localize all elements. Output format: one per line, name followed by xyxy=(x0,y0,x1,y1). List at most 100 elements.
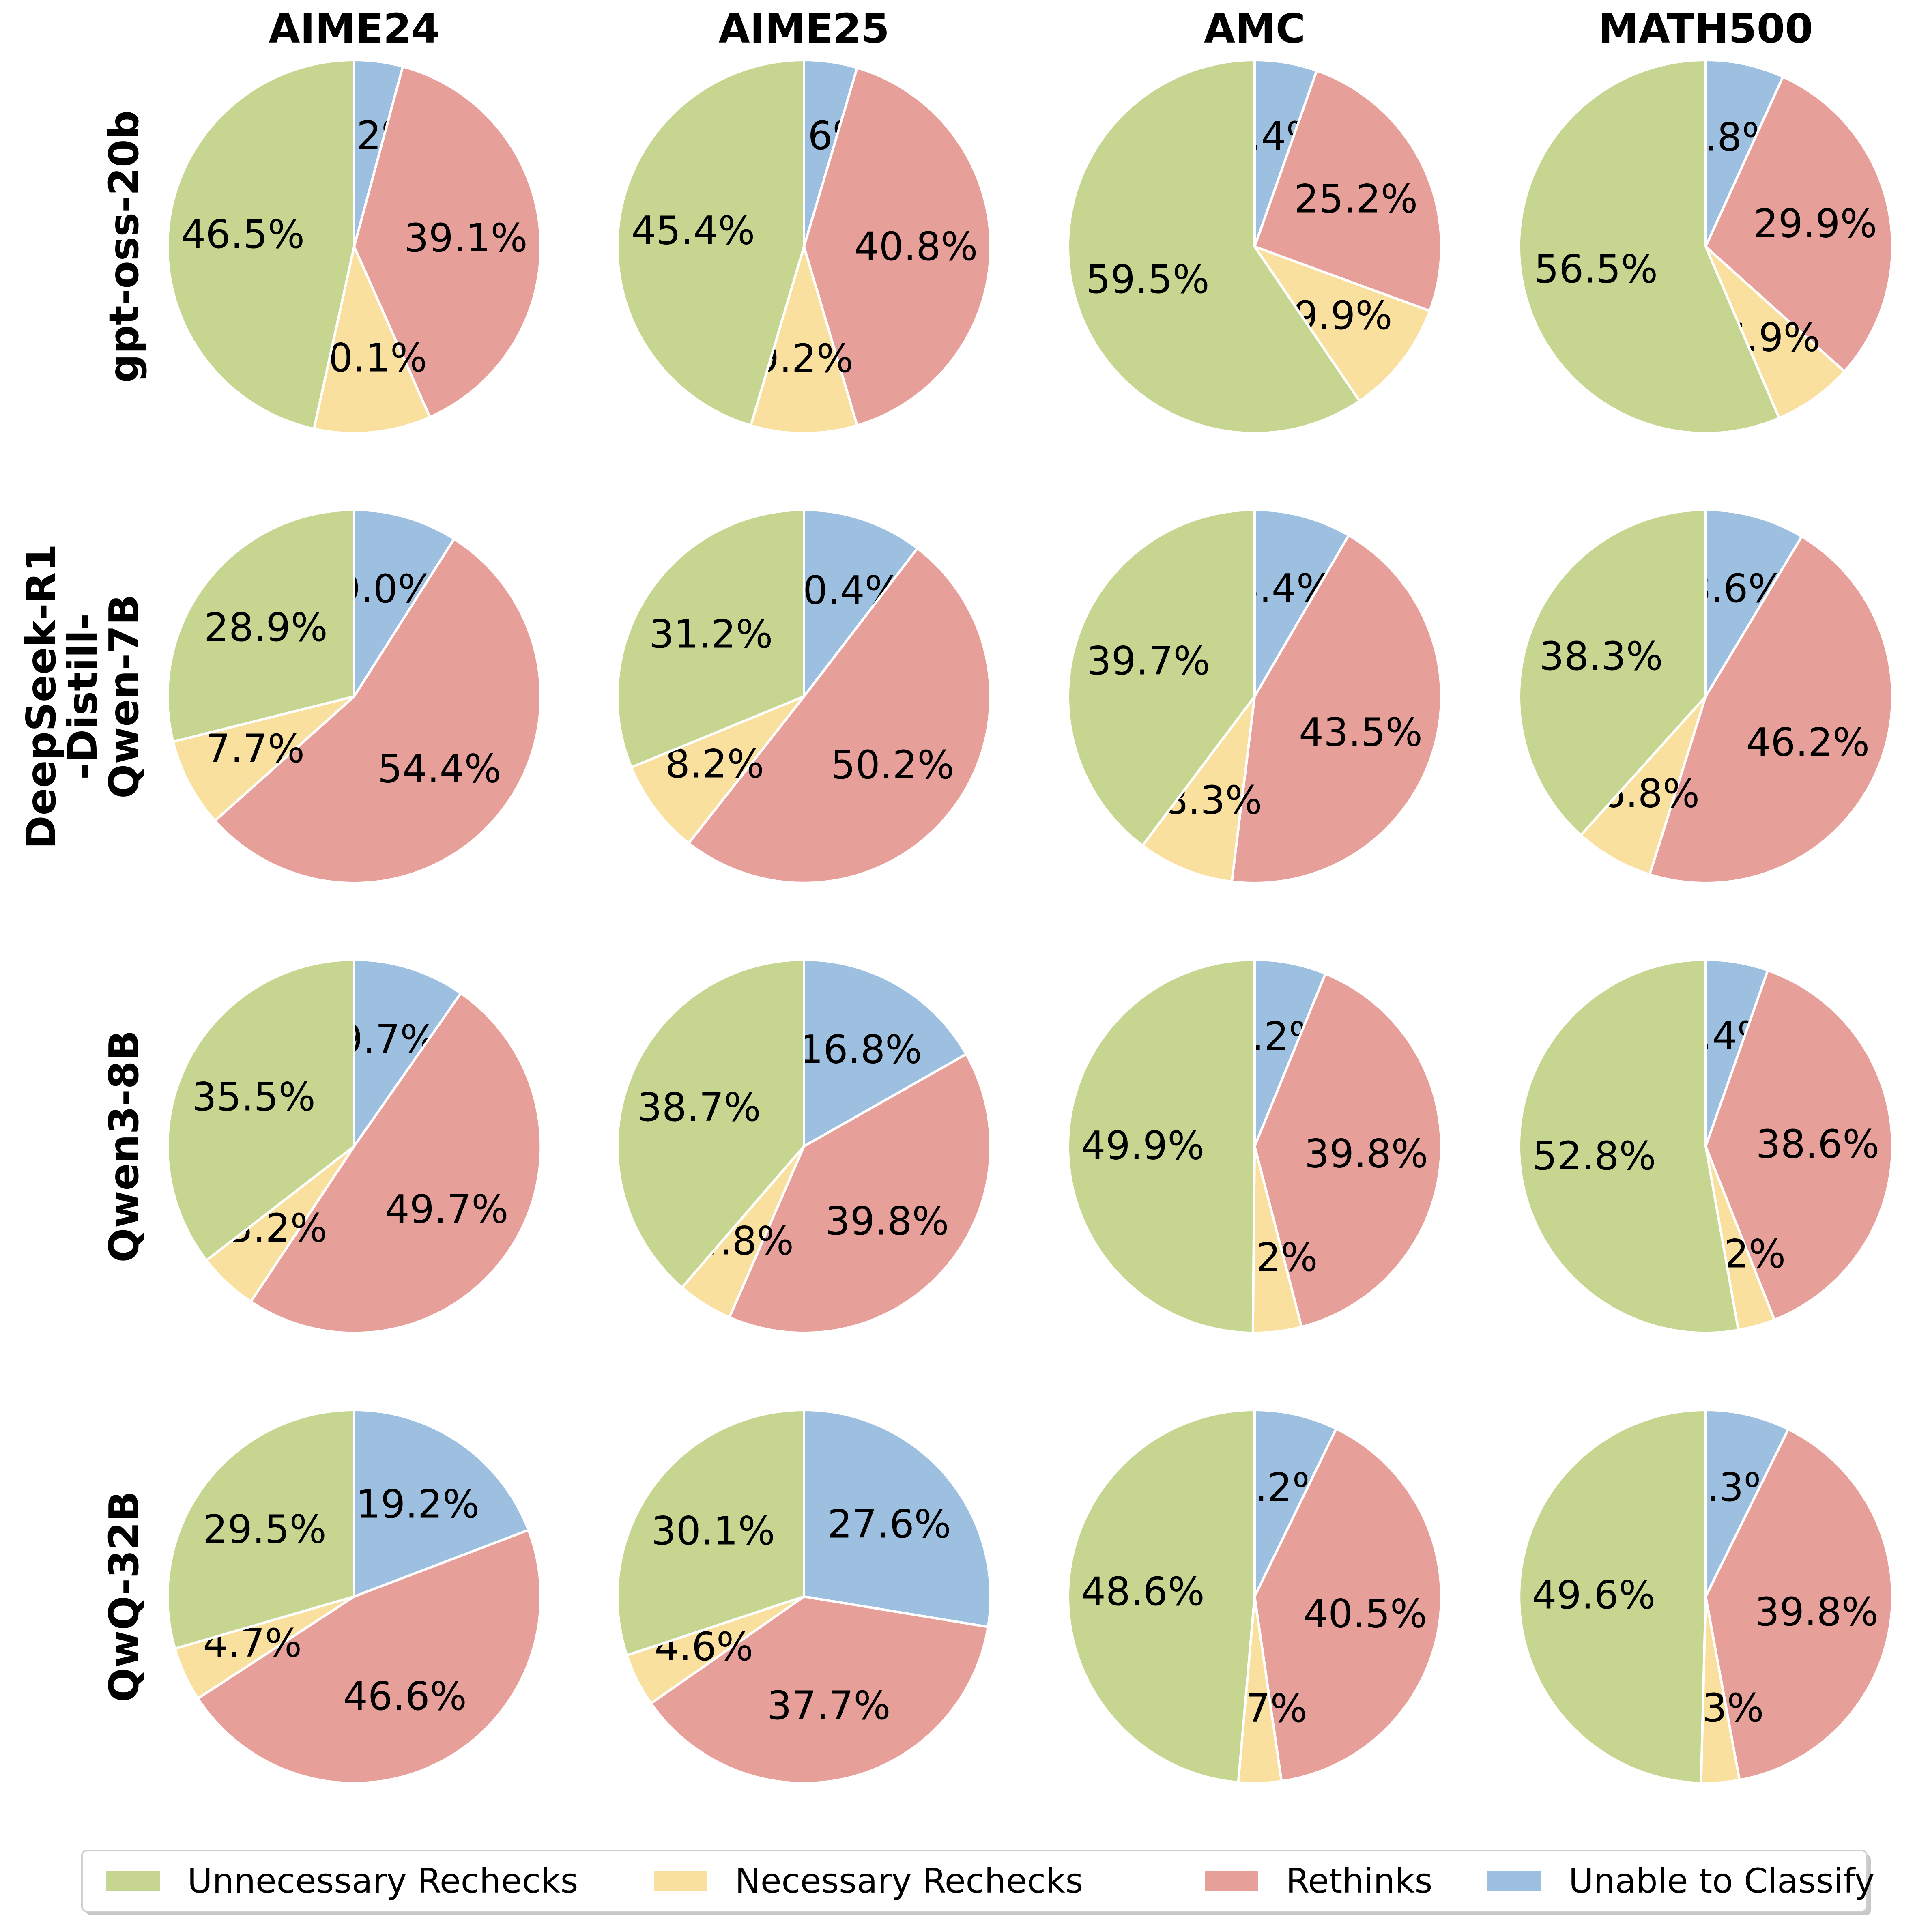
label-unnecessary-rechecks: 38.3% xyxy=(1539,634,1663,679)
label-rethinks: 25.2% xyxy=(1294,176,1418,222)
slice-unnecessary-rechecks xyxy=(166,1409,355,1650)
slice-rethinks xyxy=(1253,972,1442,1328)
label-unnecessary-rechecks: 39.7% xyxy=(1087,638,1210,684)
slice-unnecessary-rechecks xyxy=(1518,1409,1707,1784)
label-rethinks: 39.8% xyxy=(825,1199,949,1244)
legend-swatch-necessary-rechecks xyxy=(654,1871,707,1891)
slice-rethinks xyxy=(1704,969,1894,1321)
label-necessary-rechecks: 7.7% xyxy=(206,726,305,772)
legend-swatch-unnecessary-rechecks xyxy=(106,1871,160,1891)
slice-unnecessary-rechecks xyxy=(1067,1409,1256,1784)
slice-unable-to-classify xyxy=(1704,509,1803,698)
slice-necessary-rechecks xyxy=(1141,695,1256,883)
row-title-deepseek-r1-distill-qwen-7b-line-2: -Distill- xyxy=(59,613,106,780)
label-unnecessary-rechecks: 48.6% xyxy=(1081,1569,1205,1614)
label-unnecessary-rechecks: 30.1% xyxy=(651,1509,775,1554)
slice-unnecessary-rechecks xyxy=(616,1409,805,1657)
label-rethinks: 46.6% xyxy=(343,1674,467,1719)
label-rethinks: 50.2% xyxy=(831,742,954,788)
label-rethinks: 39.8% xyxy=(1305,1131,1428,1177)
slice-rethinks xyxy=(196,1529,542,1784)
slice-unnecessary-rechecks xyxy=(616,59,805,427)
slice-unable-to-classify xyxy=(1704,1409,1790,1598)
slice-unnecessary-rechecks xyxy=(166,958,355,1262)
label-unnecessary-rechecks: 31.2% xyxy=(649,611,773,657)
label-rethinks: 49.7% xyxy=(385,1186,509,1232)
pie-deepseek-r1-distill-qwen-7b-amc: 8.4%43.5%8.3%39.7% xyxy=(1067,509,1442,884)
slice-unnecessary-rechecks xyxy=(1518,509,1707,836)
label-rethinks: 38.6% xyxy=(1756,1122,1880,1167)
legend-items: Unnecessary Rechecks Necessary Rechecks Re… xyxy=(106,1861,1874,1901)
label-unnecessary-rechecks: 52.8% xyxy=(1532,1133,1656,1179)
slice-rethinks xyxy=(1253,1427,1443,1783)
label-unnecessary-rechecks: 45.4% xyxy=(631,208,755,253)
slice-unable-to-classify xyxy=(353,1409,530,1598)
label-rethinks: 46.2% xyxy=(1746,720,1870,765)
slice-unable-to-classify xyxy=(1253,509,1350,698)
column-titles: AIME24 AIME25 AMC MATH500 xyxy=(269,5,1813,52)
label-unnecessary-rechecks: 49.6% xyxy=(1532,1573,1656,1618)
pie-gpt-oss-20b-aime25: 4.6%40.8%9.2%45.4% xyxy=(616,59,992,434)
column-title-aime24: AIME24 xyxy=(269,5,440,52)
slice-unnecessary-rechecks xyxy=(166,509,355,743)
slice-rethinks xyxy=(1230,534,1442,884)
column-title-aime25: AIME25 xyxy=(718,5,890,52)
pie-qwq-32b-aime24: 19.2%46.6%4.7%29.5% xyxy=(166,1409,542,1784)
slice-unnecessary-rechecks xyxy=(166,59,355,430)
pie-gpt-oss-20b-math500: 6.8%29.9%6.9%56.5% xyxy=(1518,59,1894,434)
slice-rethinks xyxy=(649,1595,989,1784)
label-unnecessary-rechecks: 59.5% xyxy=(1086,257,1210,302)
slice-rethinks xyxy=(1253,69,1443,312)
label-rethinks: 37.7% xyxy=(767,1683,891,1728)
row-titles: gpt-oss-20b DeepSeek-R1-Distill-Qwen-7B Qw… xyxy=(17,110,148,1702)
slice-unable-to-classify xyxy=(353,509,456,698)
label-rethinks: 40.5% xyxy=(1303,1591,1427,1636)
pie-deepseek-r1-distill-qwen-7b-math500: 8.6%46.2%6.8%38.3% xyxy=(1518,509,1894,884)
slice-rethinks xyxy=(687,547,992,884)
label-unnecessary-rechecks: 35.5% xyxy=(192,1074,316,1120)
label-unnecessary-rechecks: 29.5% xyxy=(203,1506,327,1552)
label-rethinks: 39.8% xyxy=(1755,1589,1878,1635)
slice-unable-to-classify xyxy=(1253,1409,1338,1598)
slice-necessary-rechecks xyxy=(172,695,355,822)
pie-qwen3-8b-aime24: 9.7%49.7%5.2%35.5% xyxy=(166,958,542,1335)
label-unnecessary-rechecks: 38.7% xyxy=(637,1085,761,1130)
row-title-deepseek-r1-distill-qwen-7b-line-3: Qwen-7B xyxy=(100,594,148,799)
slice-unable-to-classify xyxy=(803,958,968,1148)
pie-gpt-oss-20b-aime24: 4.2%39.1%10.1%46.5% xyxy=(166,59,542,434)
legend-swatch-unable-to-classify xyxy=(1487,1871,1541,1891)
slice-necessary-rechecks xyxy=(630,695,805,845)
slice-rethinks xyxy=(1704,75,1894,373)
row-title-deepseek-r1-distill-qwen-7b-line-1: DeepSeek-R1 xyxy=(17,544,65,849)
slice-unable-to-classify xyxy=(353,958,462,1148)
legend-label-unnecessary-rechecks: Unnecessary Rechecks xyxy=(187,1861,578,1901)
column-title-amc: AMC xyxy=(1204,5,1305,52)
pie-qwen3-8b-aime25: 16.8%39.8%4.8%38.7% xyxy=(616,958,992,1334)
row-title-qwen3-8b: Qwen3-8B xyxy=(100,1030,148,1262)
legend-item-unnecessary-rechecks: Unnecessary Rechecks xyxy=(106,1861,578,1901)
slice-necessary-rechecks xyxy=(312,245,431,434)
pie-qwen3-8b-math500: 5.4%38.6%3.2%52.8% xyxy=(1518,958,1894,1334)
row-title-gpt-oss-20b: gpt-oss-20b xyxy=(100,110,148,383)
slice-unnecessary-rechecks xyxy=(1067,958,1256,1334)
legend-frame xyxy=(81,1850,1868,1912)
label-unable-to-classify: 27.6% xyxy=(827,1501,951,1547)
label-unnecessary-rechecks: 56.5% xyxy=(1534,247,1658,292)
slice-rethinks xyxy=(353,65,542,419)
slice-rethinks xyxy=(1648,535,1894,884)
slice-rethinks xyxy=(1704,1428,1894,1782)
slice-unnecessary-rechecks xyxy=(1518,59,1781,434)
legend-swatch-rethinks xyxy=(1205,1871,1258,1891)
legend-label-necessary-rechecks: Necessary Rechecks xyxy=(735,1861,1083,1901)
row-title-qwq-32b: QwQ-32B xyxy=(100,1491,148,1702)
legend-item-rethinks: Rethinks xyxy=(1205,1861,1432,1901)
label-rethinks: 29.9% xyxy=(1754,201,1877,247)
legend-label-unable-to-classify: Unable to Classify xyxy=(1569,1861,1874,1901)
slice-necessary-rechecks xyxy=(749,245,859,434)
legend-item-unable-to-classify: Unable to Classify xyxy=(1487,1861,1874,1901)
pie-charts: 4.2%39.1%10.1%46.5%4.6%40.8%9.2%45.4% 5.4… xyxy=(166,59,1894,1784)
slice-unnecessary-rechecks xyxy=(616,509,805,769)
label-necessary-rechecks: 8.2% xyxy=(665,741,764,787)
pie-qwen3-8b-amc: 6.2%39.8%4.2%49.9% xyxy=(1067,958,1442,1334)
